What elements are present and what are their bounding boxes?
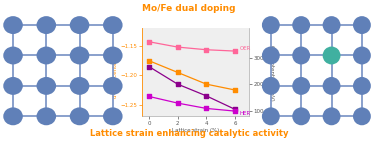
Text: Lattice strain enhancing catalytic activity: Lattice strain enhancing catalytic activ… [90,129,288,138]
Circle shape [3,47,23,64]
X-axis label: Lattice strain (%): Lattice strain (%) [172,128,219,133]
Circle shape [323,107,341,125]
Circle shape [37,47,56,64]
Point [175,71,181,74]
Point [146,65,152,68]
Circle shape [353,47,371,64]
Point [175,46,181,48]
Circle shape [37,16,56,34]
Text: Mo/Fe dual doping: Mo/Fe dual doping [142,4,236,13]
Circle shape [70,77,89,95]
Circle shape [103,77,122,95]
Circle shape [70,47,89,64]
Circle shape [262,77,280,95]
Point [175,83,181,85]
Circle shape [323,47,341,64]
Point [203,95,209,97]
Circle shape [3,77,23,95]
Circle shape [353,107,371,125]
Point [146,59,152,62]
Text: HER: HER [239,111,251,116]
Circle shape [323,77,341,95]
Circle shape [103,16,122,34]
Point [175,102,181,104]
Point [203,49,209,51]
Circle shape [262,16,280,34]
Point [232,50,238,52]
Circle shape [292,77,310,95]
Circle shape [262,47,280,64]
Point [203,83,209,85]
Circle shape [37,107,56,125]
Circle shape [262,107,280,125]
Point [232,110,238,112]
Point [146,41,152,43]
Point [232,108,238,110]
Circle shape [323,16,341,34]
Circle shape [3,107,23,125]
Y-axis label: Overpotentials (mV): Overpotentials (mV) [269,45,274,100]
Circle shape [353,16,371,34]
Text: OER: OER [239,46,251,51]
Circle shape [292,107,310,125]
Circle shape [3,16,23,34]
Point [232,89,238,91]
Circle shape [37,77,56,95]
Point [203,107,209,110]
Circle shape [353,77,371,95]
Circle shape [103,47,122,64]
Circle shape [292,16,310,34]
Circle shape [292,47,310,64]
Y-axis label: d-band center (eV): d-band center (eV) [113,46,118,98]
Point [146,95,152,98]
Circle shape [70,16,89,34]
Circle shape [70,107,89,125]
Circle shape [103,107,122,125]
